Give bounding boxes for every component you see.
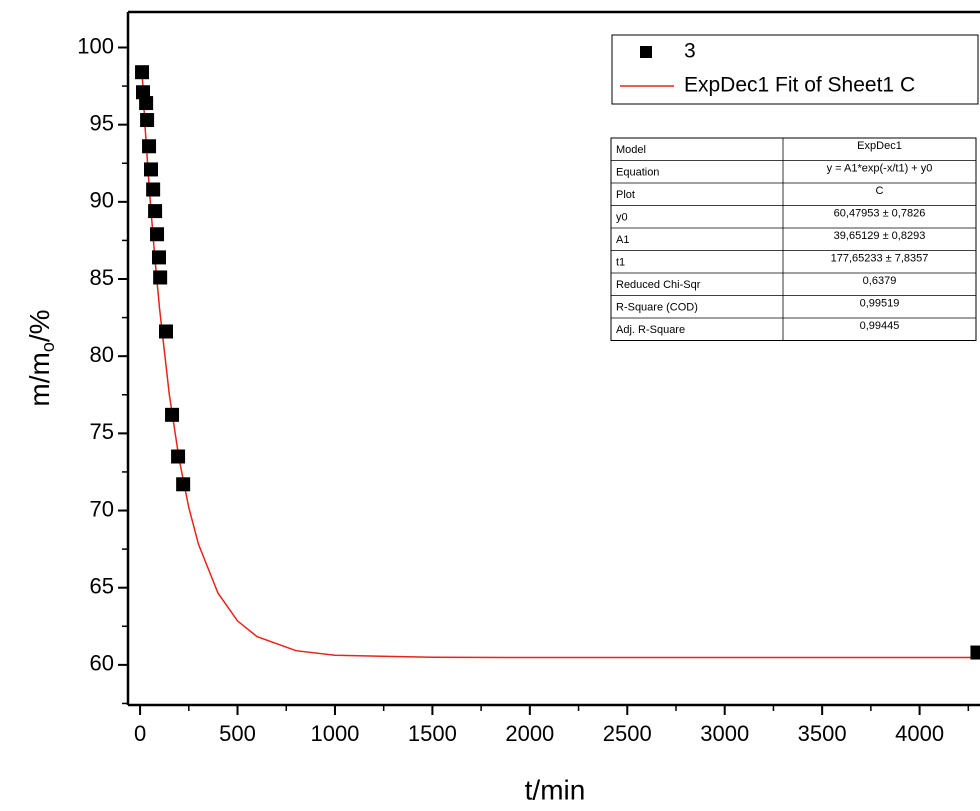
x-tick-label: 3500 (798, 721, 847, 746)
table-label: Plot (616, 189, 635, 201)
table-value: 0,99519 (860, 298, 900, 310)
data-point (139, 96, 154, 111)
table-border (610, 137, 977, 341)
y-tick-label: 70 (90, 496, 114, 521)
y-tick-label: 75 (90, 419, 114, 444)
data-point (140, 113, 155, 128)
data-point (165, 407, 180, 422)
y-tick-label: 85 (90, 265, 114, 290)
table-value: 39,65129 ± 0,8293 (834, 230, 926, 242)
table-label: R-Square (COD) (616, 302, 698, 314)
x-tick-label: 2000 (505, 721, 554, 746)
data-point (136, 85, 151, 100)
data-point (970, 645, 980, 660)
x-tick-label: 4000 (895, 721, 944, 746)
data-point (135, 65, 150, 80)
table-label: Equation (616, 167, 659, 179)
table-value: 0,99445 (860, 320, 900, 332)
data-point (146, 182, 161, 197)
y-title-tail: /% (24, 309, 55, 342)
data-point (148, 204, 163, 219)
table-label: Model (616, 144, 646, 156)
table-value: 0,6379 (863, 275, 897, 287)
y-title-sub: o (38, 342, 58, 352)
x-tick-label: 3000 (700, 721, 749, 746)
table-value: ExpDec1 (857, 140, 902, 152)
x-tick-label: 0 (134, 721, 146, 746)
legend-marker (640, 46, 652, 58)
x-axis-title: t/min (525, 774, 586, 805)
data-point (171, 449, 186, 464)
table-label: A1 (616, 234, 629, 246)
y-axis-title: m/mo/% (24, 309, 57, 406)
y-tick-label: 100 (77, 33, 114, 58)
x-tick-label: 1000 (310, 721, 359, 746)
table-label: t1 (616, 257, 625, 269)
y-tick-label: 95 (90, 110, 114, 135)
legend-label: 3 (684, 40, 696, 63)
table-label: Reduced Chi-Sqr (616, 279, 701, 291)
data-point (150, 227, 165, 242)
y-tick-label: 60 (90, 651, 114, 676)
table-value: y = A1*exp(-x/t1) + y0 (827, 163, 933, 175)
data-point (142, 139, 157, 154)
data-point (153, 270, 168, 285)
y-tick-label: 80 (90, 342, 114, 367)
legend-label: ExpDec1 Fit of Sheet1 C (684, 74, 915, 97)
legend-box (611, 34, 979, 105)
y-title-main: m/m (24, 352, 55, 406)
table-value: 60,47953 ± 0,7826 (834, 208, 926, 220)
data-point (151, 250, 166, 265)
data-point (159, 324, 174, 339)
table-value: C (876, 185, 884, 197)
x-tick-label: 500 (219, 721, 256, 746)
y-tick-label: 90 (90, 188, 114, 213)
table-label: Adj. R-Square (616, 324, 685, 336)
x-tick-label: 2500 (603, 721, 652, 746)
fit-line (141, 70, 980, 659)
data-point (176, 477, 191, 492)
x-tick-label: 1500 (408, 721, 457, 746)
data-point (143, 162, 158, 177)
table-label: y0 (616, 212, 628, 224)
y-tick-label: 65 (90, 574, 114, 599)
table-value: 177,65233 ± 7,8357 (831, 253, 929, 265)
